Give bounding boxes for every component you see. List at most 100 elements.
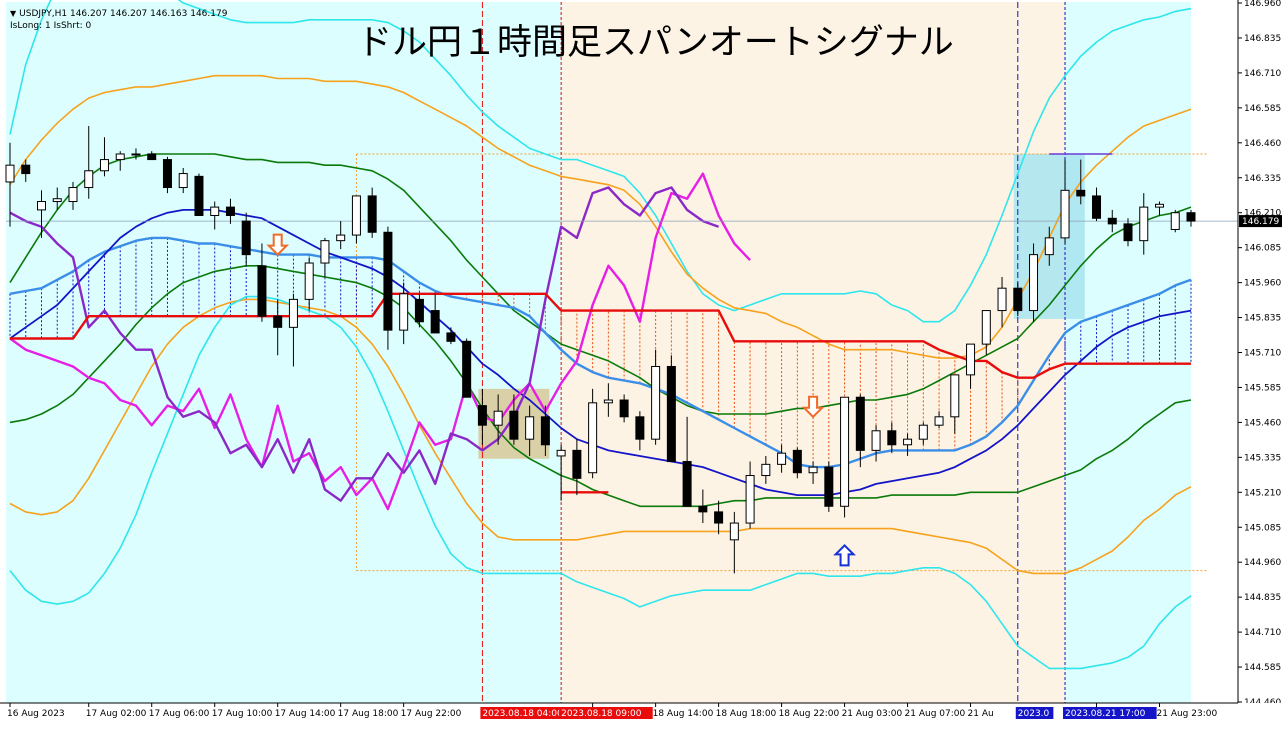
candle-body (1076, 189, 1086, 197)
trend-hatching (9, 237, 1192, 468)
indicator-info: IsLong: 1 IsShrt: 0 (10, 21, 92, 31)
time-tick-label: 18 Aug 22:00 (779, 709, 840, 719)
candle-body (225, 206, 235, 216)
candle-body (36, 201, 46, 211)
series-osc-purple (9, 186, 720, 502)
time-tick-label: 17 Aug 18:00 (338, 709, 399, 719)
time-tick-label: 21 Aug 03:00 (842, 709, 903, 719)
price-tick-label: 146.960 (1244, 0, 1281, 9)
candle-body (651, 365, 661, 440)
candle-body (115, 153, 125, 161)
series-bb-outer-lower (9, 295, 1192, 670)
candle-body (131, 153, 141, 156)
candle-body (336, 234, 346, 242)
candle-body (588, 402, 598, 474)
candle-body (777, 452, 787, 465)
candle-body (1123, 223, 1133, 242)
price-tick-label: 146.085 (1244, 244, 1281, 254)
price-tick-label: 146.835 (1244, 34, 1281, 44)
candle-body (572, 449, 582, 479)
candle-body (493, 410, 503, 426)
price-tick-label: 145.335 (1244, 453, 1281, 463)
candles (5, 126, 1196, 574)
candle-body (273, 315, 283, 328)
candle-body (840, 396, 850, 507)
candle-body (682, 461, 692, 507)
candle-body (556, 449, 566, 457)
candle-body (430, 310, 440, 334)
candle-body (525, 416, 535, 440)
candle-body (729, 522, 739, 541)
candle-body (887, 430, 897, 446)
candle-body (288, 298, 298, 328)
candle-body (1029, 254, 1039, 312)
candle-body (399, 293, 409, 331)
candle-body (855, 396, 865, 451)
background-zones (6, 2, 1191, 703)
series-bb-outer-upper (9, 0, 1192, 323)
time-tick-label: 17 Aug 14:00 (275, 709, 336, 719)
time-tick-label: 17 Aug 22:00 (401, 709, 462, 719)
candle-body (1107, 217, 1117, 225)
chart-title: ドル円１時間足スパンオートシグナル (357, 23, 954, 63)
candle-body (1092, 195, 1102, 219)
candle-body (761, 463, 771, 477)
price-tick-label: 146.210 (1244, 209, 1281, 219)
candle-body (383, 231, 393, 331)
time-tick-label: 21 Aug 07:00 (905, 709, 966, 719)
time-highlight-label: 2023.0 (1018, 709, 1050, 719)
candle-body (1186, 212, 1196, 222)
candle-body (304, 262, 314, 300)
candle-body (1155, 203, 1165, 208)
candle-body (981, 310, 991, 345)
candle-body (52, 198, 62, 203)
candle-body (462, 340, 472, 398)
candle-body (178, 173, 188, 189)
candle-body (871, 430, 881, 451)
time-highlight-badge (559, 707, 653, 719)
candle-body (320, 240, 330, 264)
collapse-triangle-icon[interactable]: ▼ (10, 9, 17, 18)
price-tick-label: 145.210 (1244, 488, 1281, 498)
chart-header: ▼ USDJPY,H1 146.207 146.207 146.163 146.1… (10, 8, 227, 32)
candle-body (241, 220, 251, 256)
candle-body (477, 405, 487, 426)
series-osc-magenta (9, 172, 751, 511)
time-highlight-badge (1015, 707, 1054, 719)
price-axis-bg (1238, 0, 1284, 728)
candle-body (540, 416, 550, 446)
candle-body (162, 159, 172, 189)
candle-body (603, 399, 613, 404)
time-tick-label: 21 Au (968, 709, 994, 719)
price-tick-label: 145.960 (1244, 279, 1281, 289)
buy-signal-arrow-icon (833, 544, 856, 567)
zone-cyan-2 (1065, 2, 1191, 703)
candle-body (745, 475, 755, 524)
sell-signal-arrow-icon (801, 395, 825, 419)
candle-body (5, 164, 15, 183)
time-tick-label: 17 Aug 02:00 (86, 709, 147, 719)
time-highlight-badge (480, 707, 574, 719)
candle-body (210, 206, 220, 216)
time-tick-label: 21 Aug 23:00 (1157, 709, 1218, 719)
price-tick-label: 145.085 (1244, 523, 1281, 533)
series-ma-slow (9, 208, 1192, 497)
price-tick-label: 146.710 (1244, 69, 1281, 79)
candle-body (934, 416, 944, 426)
candle-body (824, 466, 834, 507)
candle-body (997, 287, 1007, 312)
candle-body (509, 410, 519, 440)
candle-body (414, 298, 424, 323)
price-tick-label: 144.710 (1244, 628, 1281, 638)
time-highlight-label: 2023.08.21 17:00 (1065, 709, 1146, 719)
candle-body (792, 449, 802, 474)
candle-body (698, 505, 708, 513)
price-tick-label: 146.460 (1244, 139, 1281, 149)
series-ma-fast (9, 236, 1192, 469)
symbol-line: USDJPY,H1 146.207 146.207 146.163 146.17… (19, 9, 228, 19)
candle-body (1060, 189, 1070, 239)
candle-body (903, 438, 913, 446)
price-tick-label: 146.585 (1244, 104, 1281, 114)
